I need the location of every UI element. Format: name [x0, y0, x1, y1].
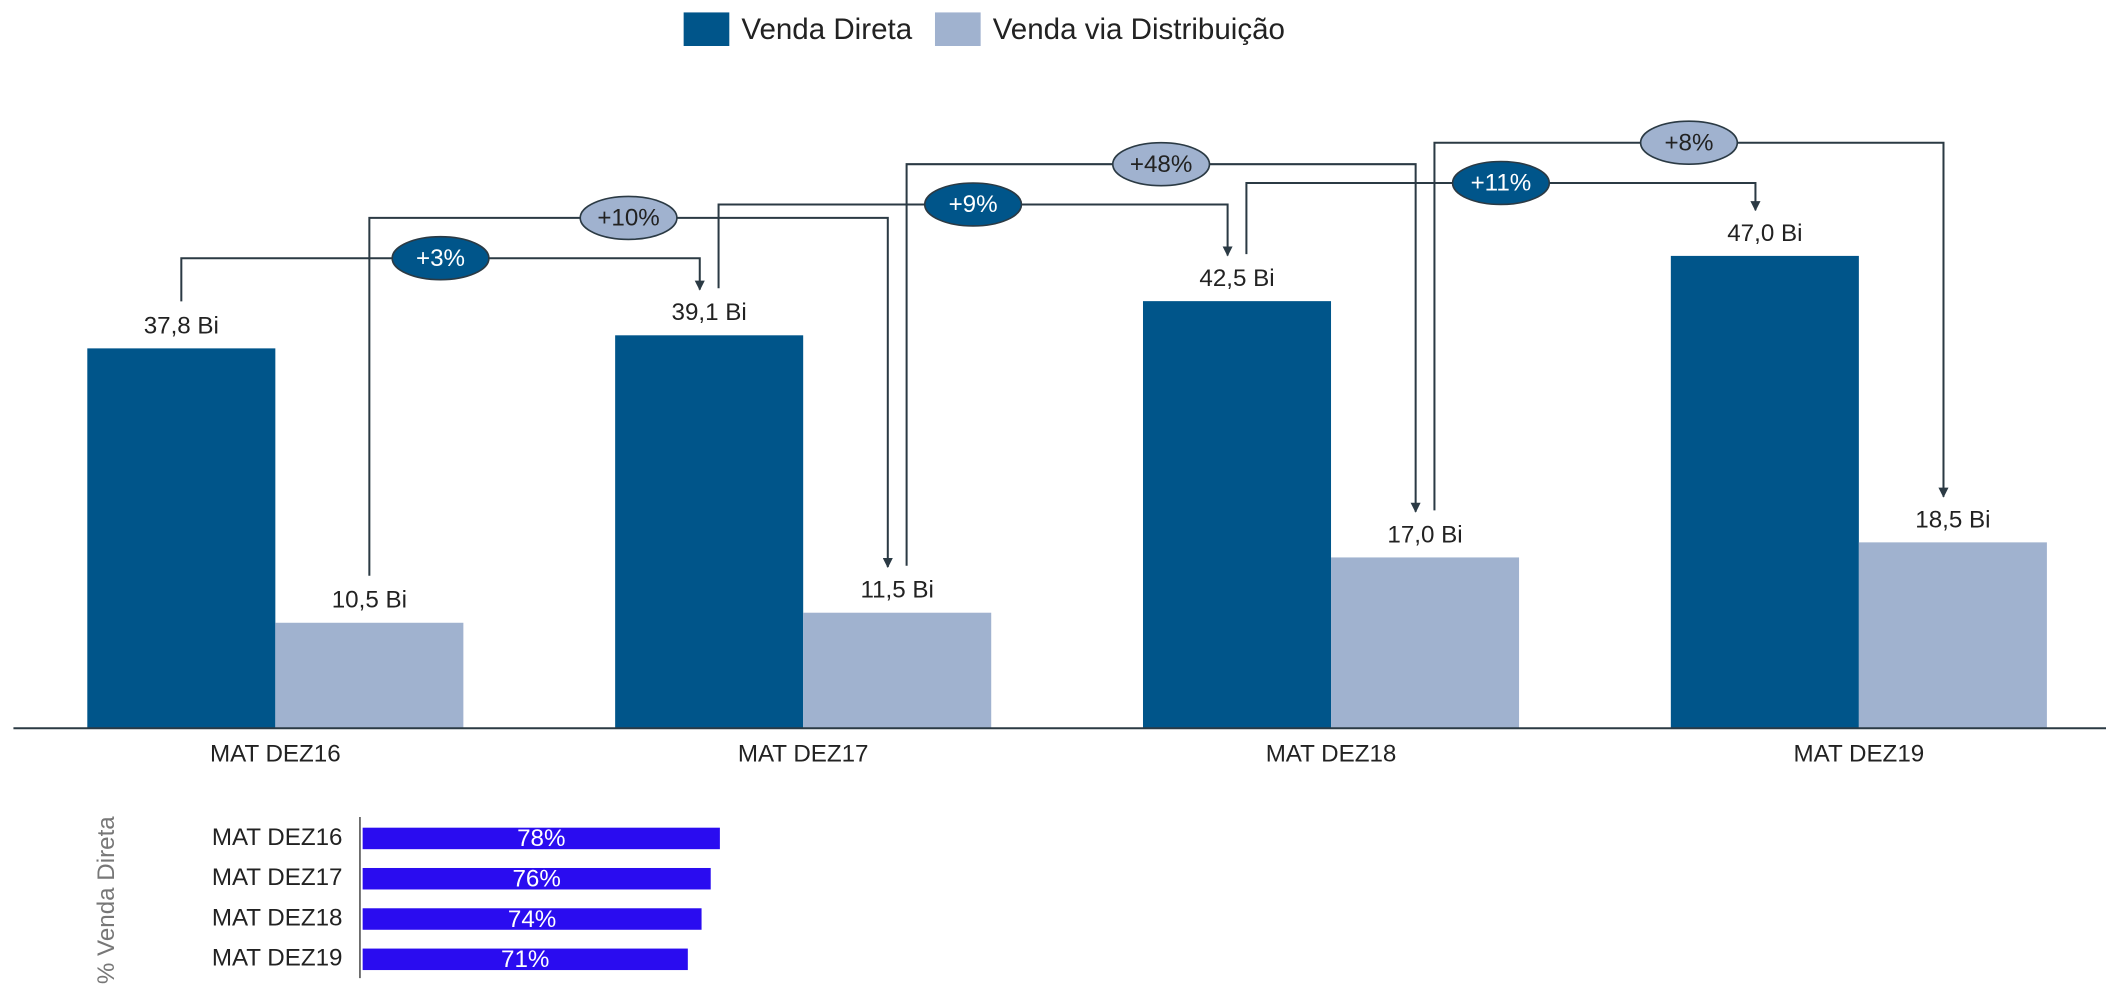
bar: [1331, 557, 1520, 729]
growth-label: +9%: [949, 191, 998, 218]
legend-label: Venda Direta: [741, 13, 912, 46]
value-label: 71%: [501, 946, 549, 973]
value-label: 47,0 Bi: [1727, 220, 1802, 247]
x-tick-label: MAT DEZ19: [1794, 741, 1925, 768]
y-tick-label: MAT DEZ19: [212, 945, 343, 972]
growth-label: +3%: [416, 245, 465, 272]
x-tick-label: MAT DEZ16: [210, 741, 341, 768]
value-label: 39,1 Bi: [672, 299, 747, 326]
bar: [362, 867, 711, 890]
growth-pill: [391, 235, 490, 281]
legend-label: Venda via Distribuição: [993, 13, 1285, 46]
value-label: 11,5 Bi: [860, 577, 933, 604]
bar: [1670, 255, 1859, 729]
growth-label: +48%: [1130, 151, 1192, 178]
bar: [803, 612, 992, 729]
value-label: 17,0 Bi: [1387, 521, 1462, 548]
bar: [1142, 301, 1332, 729]
value-label: 76%: [513, 865, 561, 892]
value-label: 42,5 Bi: [1199, 265, 1274, 292]
bar: [362, 948, 688, 971]
legend-swatch: [934, 12, 981, 46]
value-label: 37,8 Bi: [144, 312, 219, 339]
growth-label: +10%: [597, 205, 659, 232]
value-label: 78%: [517, 825, 565, 852]
value-label: 74%: [508, 906, 556, 933]
y-tick-label: MAT DEZ17: [212, 864, 343, 891]
x-tick-label: MAT DEZ18: [1266, 741, 1397, 768]
value-label: 10,5 Bi: [332, 587, 407, 614]
y-axis-label: % Venda Direta: [93, 816, 120, 984]
bar: [1858, 542, 2047, 729]
growth-pill: [923, 182, 1023, 227]
bar: [87, 348, 276, 729]
growth-pill: [1451, 160, 1551, 206]
growth-pill: [1111, 141, 1211, 187]
bar: [362, 908, 702, 930]
growth-pill: [579, 195, 678, 241]
y-tick-label: MAT DEZ16: [212, 824, 343, 851]
x-tick-label: MAT DEZ17: [738, 741, 869, 768]
legend-swatch: [683, 12, 730, 46]
growth-pill: [1639, 120, 1739, 165]
y-tick-label: MAT DEZ18: [212, 904, 343, 931]
growth-label: +8%: [1664, 129, 1713, 156]
growth-label: +11%: [1471, 170, 1532, 197]
value-label: 18,5 Bi: [1915, 506, 1990, 533]
bar: [275, 622, 464, 729]
bar: [362, 827, 720, 850]
bar: [615, 335, 804, 729]
